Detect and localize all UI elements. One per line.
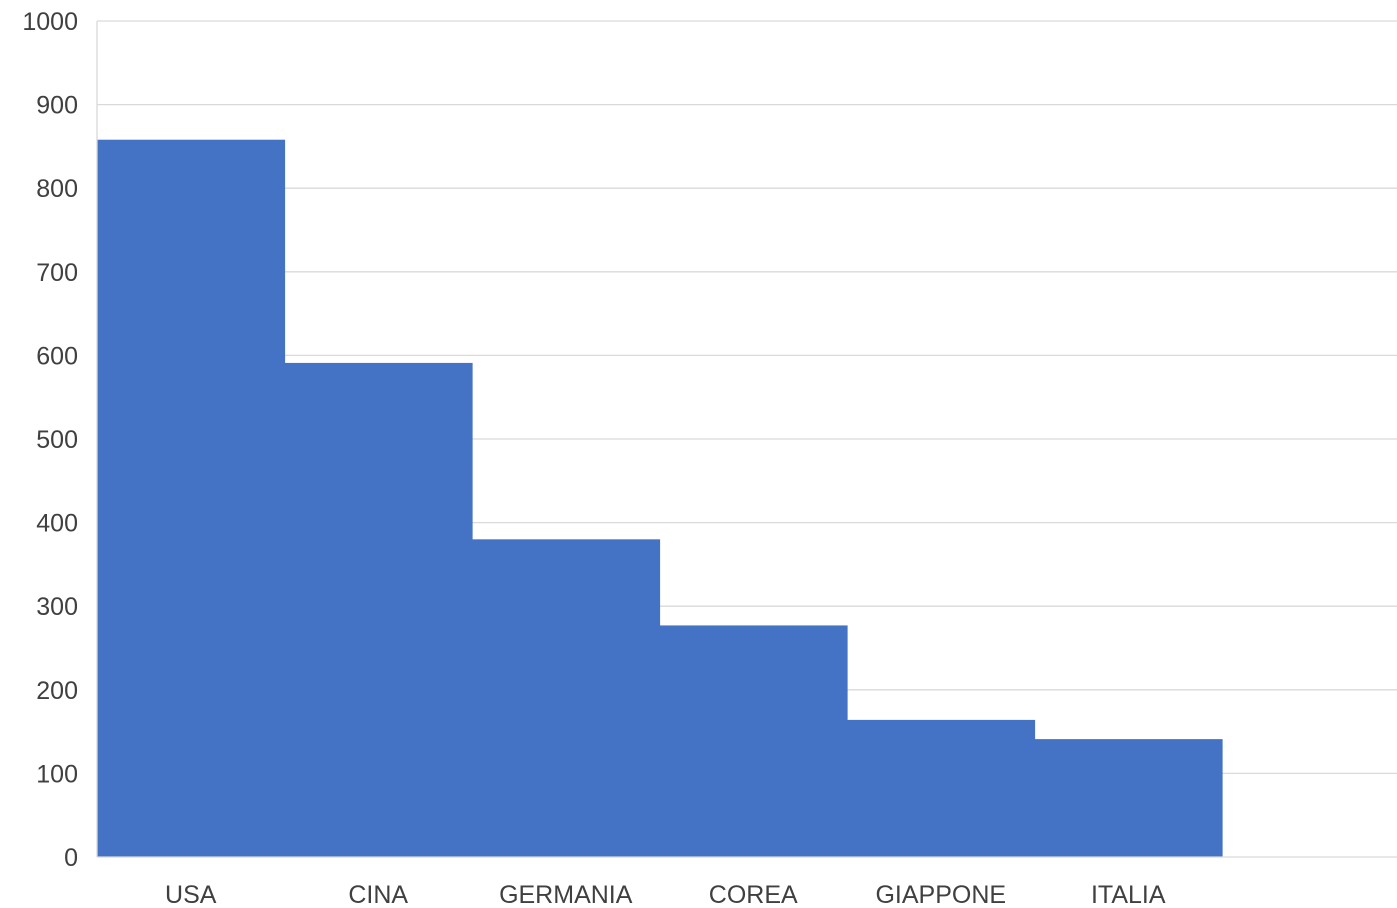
y-tick-label: 0 (64, 844, 78, 872)
y-tick-label: 900 (36, 92, 78, 120)
x-tick-label: COREA (709, 881, 798, 908)
axes (96, 21, 1397, 858)
x-tick-label: CINA (348, 881, 408, 908)
y-tick-label: 300 (36, 593, 78, 621)
bar-germania (472, 539, 661, 857)
y-tick-label: 800 (36, 175, 78, 203)
y-tick-label: 200 (36, 677, 78, 705)
x-tick-label: ITALIA (1091, 881, 1166, 908)
y-tick-label: 400 (36, 510, 78, 538)
y-tick-label: 100 (36, 760, 78, 788)
bars (97, 139, 1223, 857)
bar-giappone (847, 719, 1036, 857)
y-axis-tick-labels: 0 100 200 300 400 500 600 700 800 900 1000 (22, 8, 78, 872)
bar-corea (659, 625, 848, 857)
bar-italia (1034, 739, 1223, 857)
bar-usa (97, 139, 286, 857)
x-tick-label: GIAPPONE (875, 881, 1006, 908)
y-tick-label: 600 (36, 342, 78, 370)
bar-cina (284, 362, 473, 857)
y-tick-label: 1000 (22, 8, 78, 36)
x-axis-tick-labels: USA CINA GERMANIA COREA GIAPPONE ITALIA (165, 881, 1166, 908)
x-tick-label: USA (165, 881, 217, 908)
y-tick-label: 700 (36, 259, 78, 287)
x-tick-label: GERMANIA (499, 881, 633, 908)
y-tick-label: 500 (36, 426, 78, 454)
